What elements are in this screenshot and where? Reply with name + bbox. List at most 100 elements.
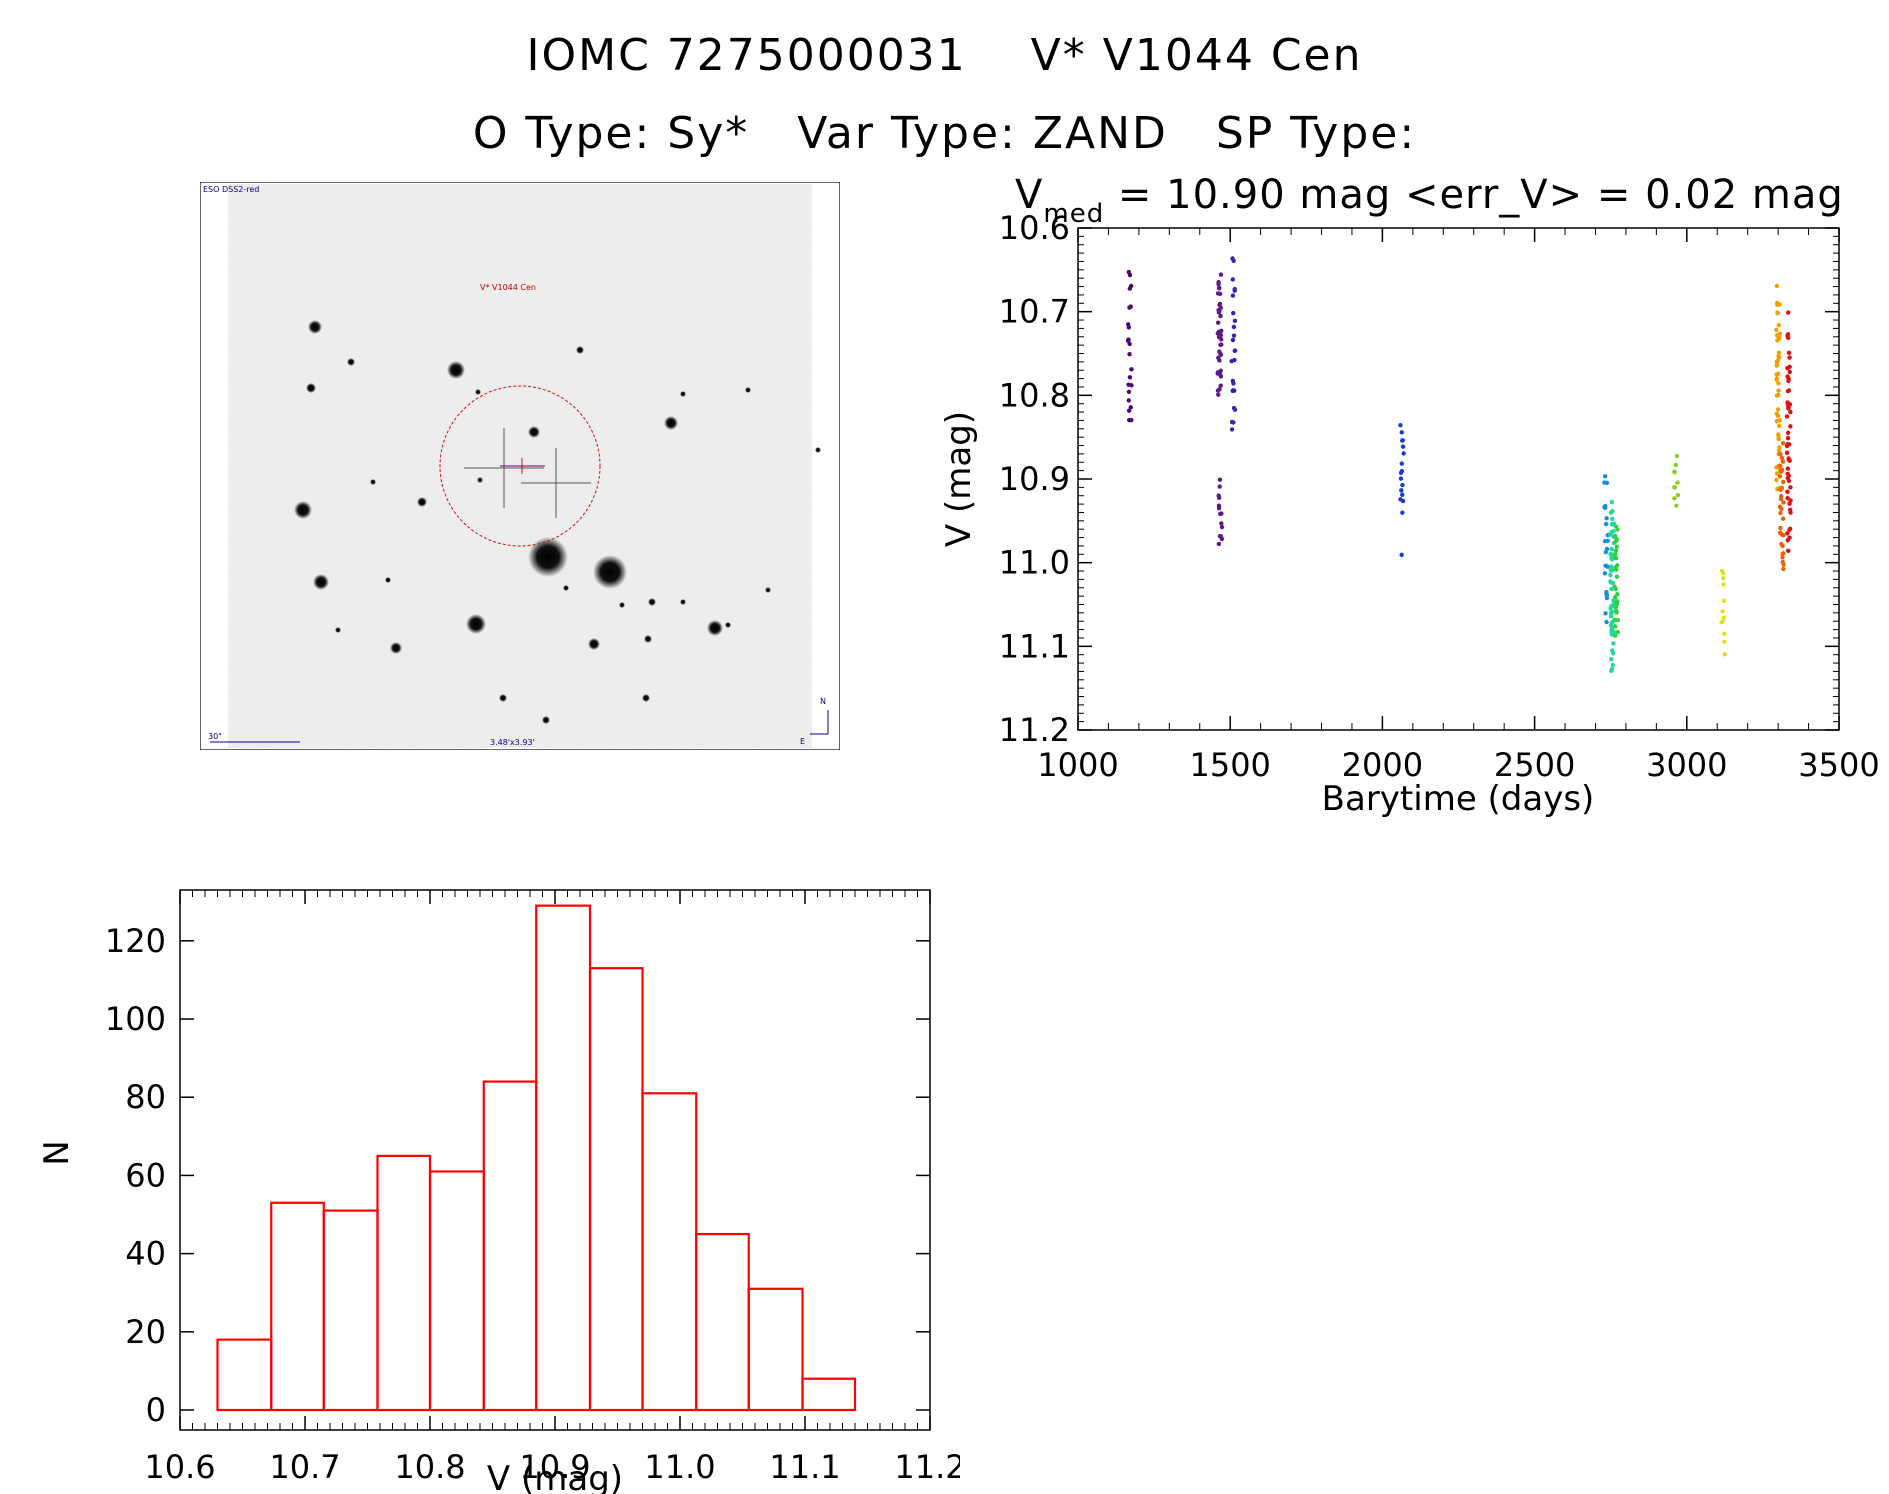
lc-point-1-4 — [1216, 282, 1221, 287]
lc-point-10-2 — [1721, 575, 1726, 581]
lc-point-12-10 — [1781, 479, 1786, 485]
lc-point-1-12 — [1216, 307, 1221, 313]
lc-point-3-16 — [1230, 378, 1236, 384]
lc-point-4-0 — [1398, 422, 1403, 428]
lc-point-7-1 — [1609, 499, 1615, 505]
lc-xtick-label-3: 2500 — [1494, 746, 1575, 784]
lc-point-1-0 — [1218, 272, 1224, 277]
lc-xtick-label-2: 2000 — [1342, 746, 1423, 784]
lc-point-7-10 — [1609, 547, 1614, 552]
star-27 — [707, 620, 723, 636]
lc-point-10-9 — [1722, 631, 1727, 636]
target-circle — [439, 385, 601, 547]
lc-point-13-49 — [1787, 526, 1793, 532]
star-12 — [528, 537, 568, 577]
star-0 — [308, 320, 322, 334]
lc-point-13-12 — [1786, 388, 1792, 393]
lc-point-13-48 — [1785, 538, 1790, 543]
star-29 — [477, 477, 483, 483]
lc-xtick-label-5: 3500 — [1798, 746, 1879, 784]
star-33 — [745, 387, 751, 393]
lc-point-13-10 — [1785, 374, 1790, 379]
histogram-axes — [179, 889, 931, 1431]
lc-point-7-40 — [1609, 610, 1614, 616]
lc-point-0-1 — [1126, 269, 1132, 275]
lightcurve-ylabel: V (mag) — [939, 411, 979, 547]
lc-point-4-14 — [1400, 498, 1406, 504]
lc-point-3-6 — [1231, 310, 1236, 316]
lc-point-8-26 — [1613, 624, 1618, 629]
lc-point-2-1 — [1217, 484, 1222, 489]
hist-bar-3 — [376, 1154, 432, 1412]
hist-xtick-label-1: 10.7 — [269, 1448, 340, 1486]
lc-point-1-14 — [1218, 313, 1223, 319]
lc-point-13-39 — [1785, 495, 1790, 501]
lc-point-0-21 — [1129, 417, 1134, 423]
lc-point-8-25 — [1612, 617, 1617, 623]
lc-point-6-20 — [1604, 619, 1609, 625]
lc-point-11-43 — [1774, 477, 1779, 483]
lc-point-1-35 — [1215, 371, 1220, 376]
lightcurve-ticks: 1000 1500 2000 2500 3000 3500 10.6 10.7 10.8 10.9… — [999, 209, 1880, 784]
lc-point-8-12 — [1615, 563, 1620, 568]
lc-point-13-36 — [1785, 489, 1790, 494]
lc-point-6-2 — [1604, 480, 1610, 485]
lc-point-9-7 — [1675, 493, 1681, 498]
lc-point-7-6 — [1611, 521, 1616, 526]
star-5 — [680, 391, 686, 397]
lc-point-13-0 — [1786, 310, 1791, 315]
star-13 — [593, 555, 627, 589]
lc-point-6-5 — [1602, 505, 1608, 511]
lc-point-13-19 — [1788, 409, 1793, 415]
lc-point-7-44 — [1608, 623, 1614, 628]
lc-point-11-49 — [1774, 471, 1780, 476]
lightcurve-title: Vmed = 10.90 mag <err_V> = 0.02 mag — [1015, 172, 1844, 229]
lc-point-11-28 — [1776, 388, 1781, 393]
lc-point-4-12 — [1400, 492, 1405, 497]
lc-point-1-20 — [1216, 330, 1222, 335]
lc-point-3-23 — [1229, 427, 1235, 432]
lc-point-4-15 — [1400, 510, 1405, 515]
lc-point-3-14 — [1229, 359, 1234, 364]
lc-point-11-34 — [1774, 411, 1779, 416]
lc-point-12-4 — [1778, 463, 1783, 469]
scale-label: 30" — [208, 732, 222, 741]
title-line-2: O Type: Sy* Var Type: ZAND SP Type: — [472, 108, 1417, 159]
lc-point-9-6 — [1672, 485, 1678, 490]
lc-point-6-6 — [1603, 521, 1609, 527]
lc-point-6-11 — [1602, 538, 1608, 544]
lc-point-0-15 — [1126, 389, 1132, 394]
lc-point-13-20 — [1788, 424, 1793, 429]
lc-point-9-0 — [1674, 453, 1680, 459]
survey-label: ESO DSS2-red — [203, 185, 259, 194]
lc-point-3-20 — [1230, 388, 1235, 394]
lc-point-12-26 — [1778, 530, 1783, 536]
lc-point-7-54 — [1609, 666, 1615, 672]
lc-point-7-47 — [1609, 632, 1615, 637]
lc-point-2-8 — [1219, 521, 1224, 526]
star-2 — [447, 361, 465, 379]
star-21 — [390, 642, 402, 654]
lc-point-6-15 — [1602, 571, 1608, 576]
star-field — [294, 320, 821, 724]
hist-ytick-label-1: 20 — [125, 1313, 166, 1351]
lc-point-13-37 — [1785, 471, 1790, 476]
lc-ytick-label-1: 10.7 — [999, 293, 1070, 331]
hist-xtick-label-2: 10.8 — [394, 1448, 465, 1486]
lc-point-4-6 — [1399, 461, 1405, 466]
star-18 — [466, 614, 486, 634]
lc-point-13-18 — [1786, 406, 1791, 411]
finder-chart: ESO DSS2-red V* V1044 Cen 30" 3.48'x3.93… — [200, 182, 840, 750]
lc-point-11-14 — [1776, 354, 1781, 359]
lc-point-1-39 — [1217, 387, 1222, 392]
lc-point-4-2 — [1399, 430, 1404, 435]
star-31 — [765, 587, 771, 593]
lc-point-4-8 — [1399, 468, 1405, 474]
lc-point-4-11 — [1399, 488, 1404, 493]
lc-point-12-34 — [1780, 559, 1785, 565]
lc-point-12-31 — [1781, 551, 1786, 556]
title-line-1: IOMC 7275000031 V* V1044 Cen — [526, 30, 1363, 81]
lc-point-8-29 — [1615, 629, 1621, 635]
lc-point-2-3 — [1216, 493, 1221, 498]
star-20 — [680, 599, 686, 605]
